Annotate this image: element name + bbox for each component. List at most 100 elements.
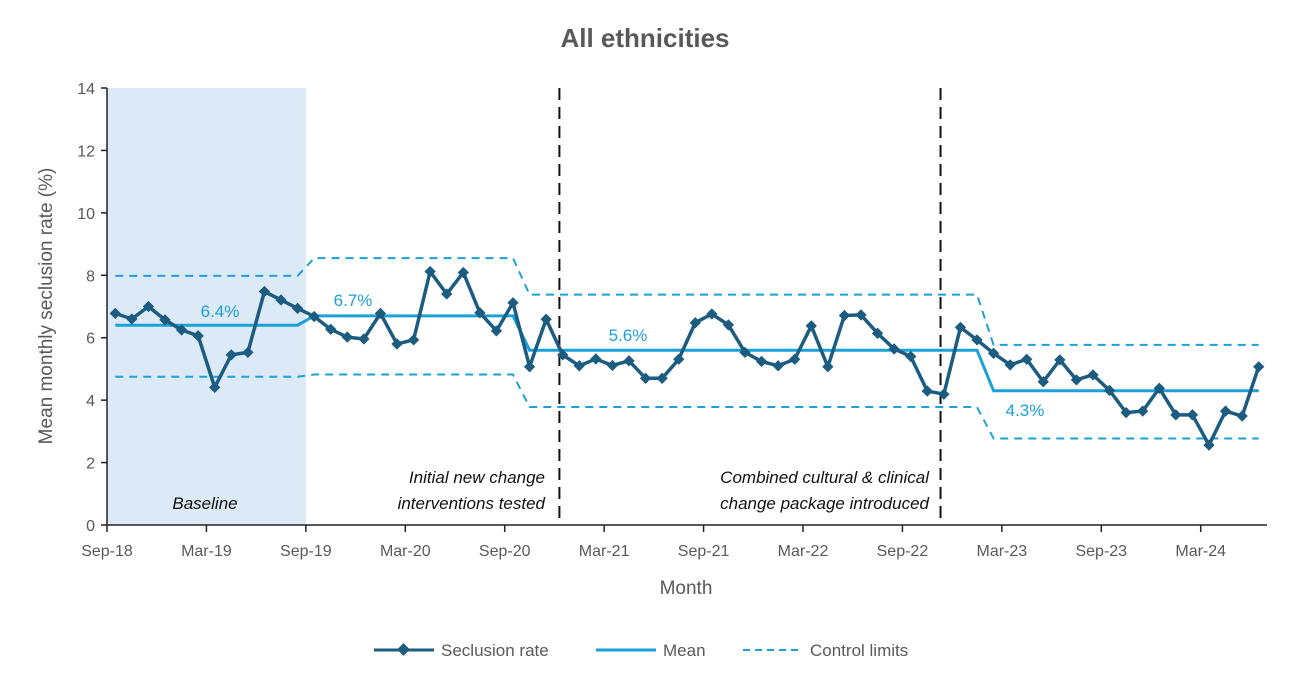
data-point-marker: [689, 317, 701, 329]
data-point-marker: [755, 355, 768, 368]
data-point-marker: [921, 385, 933, 397]
annotations: Baseline Initial new change intervention…: [172, 468, 930, 513]
legend-item-control-limits: Control limits: [743, 641, 908, 660]
data-point-marker: [407, 334, 420, 346]
data-point-marker: [1170, 409, 1182, 421]
data-point-marker: [192, 330, 204, 342]
x-tick-label: Mar-21: [579, 543, 630, 560]
data-point-marker: [954, 321, 967, 334]
y-tick-label: 8: [86, 268, 95, 285]
annotation-phase2-line1: Initial new change: [409, 468, 545, 487]
seclusion-rate-series: [109, 265, 1265, 451]
x-tick-label: Sep-19: [280, 543, 332, 560]
annotation-baseline: Baseline: [172, 494, 237, 513]
data-point-marker: [971, 334, 983, 346]
data-point-marker: [1219, 405, 1232, 417]
data-point-marker: [1021, 353, 1033, 365]
mean-label-phase1: 6.4%: [201, 302, 240, 321]
legend-label: Control limits: [810, 641, 908, 660]
data-point-marker: [126, 313, 138, 325]
mean-lines: [115, 314, 1259, 393]
data-point-marker: [341, 331, 353, 343]
data-point-marker: [1120, 406, 1132, 419]
y-tick-label: 12: [77, 143, 95, 160]
data-point-marker: [888, 343, 900, 355]
data-point-marker: [573, 360, 585, 372]
data-point-marker: [1004, 359, 1016, 371]
data-point-marker: [822, 361, 834, 373]
data-point-marker: [606, 359, 619, 372]
annotation-phase3-line2: change package introduced: [720, 494, 929, 513]
mean-label-phase2: 6.7%: [334, 291, 373, 310]
data-point-marker: [209, 381, 221, 394]
data-point-marker: [474, 307, 486, 319]
data-point-marker: [523, 361, 536, 373]
data-point-marker: [1236, 410, 1248, 422]
data-point-marker: [1103, 384, 1116, 397]
x-tick-label: Mar-19: [181, 543, 232, 560]
annotation-phase2-line2: interventions tested: [398, 494, 546, 513]
y-tick-label: 4: [86, 393, 95, 410]
mean-label-phase3: 5.6%: [609, 326, 648, 345]
y-tick-label: 10: [77, 206, 95, 223]
data-point-marker: [242, 346, 254, 359]
data-point-marker: [1137, 405, 1149, 417]
y-tick-label: 0: [86, 518, 95, 535]
legend-label: Seclusion rate: [441, 641, 549, 660]
data-point-marker: [457, 266, 469, 279]
x-tick-label: Mar-20: [380, 543, 431, 560]
x-tick-label: Mar-24: [1175, 543, 1226, 560]
control-limits: [115, 257, 1259, 440]
legend-item-seclusion-rate: Seclusion rate: [374, 641, 549, 660]
x-tick-label: Mar-22: [778, 543, 829, 560]
data-point-marker: [639, 372, 652, 384]
y-tick-label: 6: [86, 331, 95, 348]
x-tick-label: Sep-20: [479, 543, 531, 560]
x-axis-label: Month: [660, 578, 713, 599]
data-point-marker: [590, 353, 602, 365]
data-point-marker: [805, 320, 817, 332]
x-tick-label: Mar-23: [977, 543, 1028, 560]
data-point-marker: [325, 323, 337, 335]
data-point-marker: [142, 300, 155, 313]
data-point-marker: [1203, 439, 1215, 451]
data-point-marker: [275, 294, 287, 306]
x-tick-label: Sep-21: [678, 543, 730, 560]
data-point-marker: [739, 346, 751, 359]
mean-labels: 6.4% 6.7% 5.6% 4.3%: [201, 291, 1045, 420]
x-tick-label: Sep-22: [877, 543, 929, 560]
data-point-marker: [706, 308, 718, 320]
y-tick-label: 2: [86, 456, 95, 473]
mean-line: [115, 314, 1259, 393]
axes: [106, 88, 1267, 526]
data-point-marker: [391, 338, 403, 350]
seclusion-rate-line: [114, 269, 1261, 447]
baseline-shade: [107, 88, 306, 525]
lower-control-limit: [115, 373, 1259, 440]
data-point-marker: [507, 297, 519, 309]
data-point-marker: [175, 324, 188, 336]
data-point-marker: [855, 309, 867, 321]
data-point-marker: [1186, 409, 1199, 421]
data-point-marker: [656, 372, 668, 384]
data-point-marker: [722, 319, 735, 331]
y-tick-label: 14: [77, 81, 95, 98]
mean-label-phase4: 4.3%: [1006, 401, 1045, 420]
data-point-marker: [1153, 382, 1165, 394]
data-point-marker: [838, 309, 851, 322]
intervention-lines: [558, 88, 942, 525]
data-point-marker: [424, 265, 436, 278]
y-axis-label: Mean monthly seclusion rate (%): [36, 168, 57, 445]
y-ticks: 0 2 4 6 8 10 12 14: [77, 81, 107, 535]
data-point-marker: [308, 310, 320, 323]
data-point-marker: [557, 349, 569, 361]
data-point-marker: [871, 327, 884, 340]
data-point-marker: [1070, 374, 1083, 386]
chart-title: All ethnicities: [560, 23, 729, 53]
data-point-marker: [1037, 376, 1049, 388]
legend-label: Mean: [663, 641, 706, 660]
data-point-marker: [258, 285, 271, 298]
data-point-marker: [772, 360, 784, 372]
data-point-marker: [441, 288, 453, 300]
